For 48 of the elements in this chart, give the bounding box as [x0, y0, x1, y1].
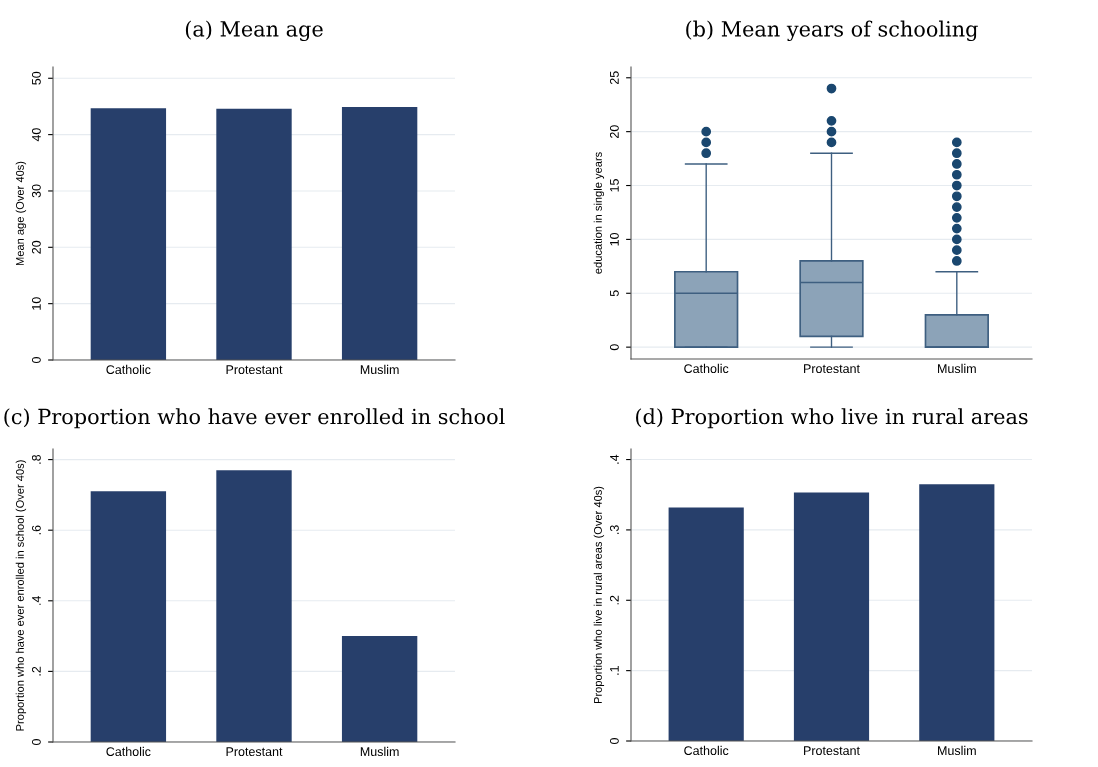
chart-title: (c) Proportion who have ever enrolled in school — [4, 408, 505, 429]
y-tick-label: 25 — [609, 71, 619, 85]
y-tick-label: .1 — [610, 666, 619, 675]
y-tick-label: 50 — [31, 71, 41, 85]
bar — [341, 636, 418, 742]
y-tick-label: 5 — [610, 290, 619, 297]
x-tick-label: Catholic — [684, 745, 729, 756]
x-tick-label: Muslim — [938, 363, 976, 374]
bar — [668, 507, 744, 741]
bar — [90, 491, 167, 742]
y-axis-title: Mean age (Over 40s) — [15, 161, 27, 266]
y-axis-title: Proportion who have ever enrolled in school (Over 40s) — [15, 460, 27, 731]
y-tick-label: 40 — [31, 128, 41, 142]
x-tick-label: Protestant — [804, 364, 860, 374]
y-tick-label: .3 — [609, 525, 619, 534]
y-tick-label: 0 — [609, 344, 619, 351]
y-tick-label: 20 — [31, 240, 41, 254]
y-tick-label: 0 — [609, 738, 619, 744]
chart-title: (a) Mean age — [185, 20, 323, 42]
bar — [919, 484, 995, 741]
y-tick-label: 0 — [31, 357, 41, 363]
chart-title: (d) Proportion who live in rural areas — [636, 408, 1028, 429]
y-tick-label: 0 — [31, 739, 41, 745]
y-tick-label: .4 — [610, 454, 619, 464]
y-tick-label: 15 — [610, 179, 619, 192]
x-tick-label: Protestant — [804, 746, 860, 756]
y-axis-title: education in single years — [593, 152, 605, 274]
x-tick-label: Protestant — [226, 747, 283, 757]
y-tick-label: .4 — [32, 595, 41, 605]
y-tick-label: .2 — [31, 666, 41, 676]
y-axis-title: Proportion who live in rural areas (Over 40s) — [593, 486, 605, 704]
y-tick-label: .2 — [609, 595, 619, 605]
chart-title: (b) Mean years of schooling — [686, 20, 978, 42]
y-tick-label: .8 — [31, 454, 41, 464]
x-tick-label: Muslim — [938, 745, 976, 756]
bar — [216, 470, 292, 742]
y-tick-label: 10 — [609, 232, 619, 246]
x-tick-label: Catholic — [106, 746, 151, 757]
y-tick-label: 30 — [31, 184, 41, 198]
x-tick-label: Protestant — [226, 365, 283, 375]
x-tick-label: Muslim — [360, 746, 399, 757]
y-tick-label: .6 — [31, 525, 41, 535]
x-tick-label: Catholic — [684, 363, 729, 374]
y-tick-label: 10 — [31, 297, 41, 310]
bar — [793, 492, 870, 741]
x-tick-label: Catholic — [106, 364, 151, 375]
x-tick-label: Muslim — [360, 364, 399, 375]
y-tick-label: 20 — [609, 125, 619, 138]
